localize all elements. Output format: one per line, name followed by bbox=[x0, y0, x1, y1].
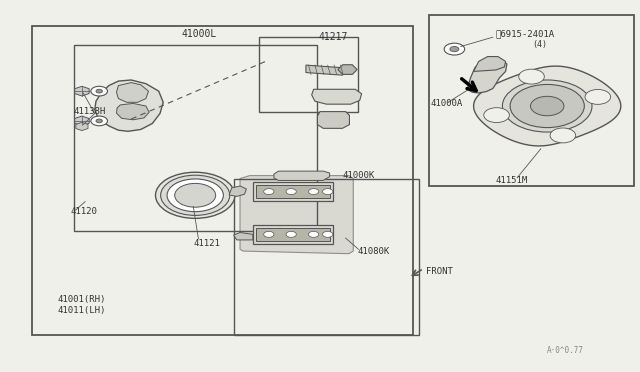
Circle shape bbox=[96, 119, 102, 123]
Polygon shape bbox=[76, 122, 88, 131]
Polygon shape bbox=[234, 232, 253, 240]
Circle shape bbox=[510, 84, 584, 128]
Text: 41001(RH): 41001(RH) bbox=[58, 295, 106, 304]
Circle shape bbox=[264, 231, 274, 237]
Polygon shape bbox=[75, 86, 89, 96]
Circle shape bbox=[519, 69, 545, 84]
Circle shape bbox=[308, 231, 319, 237]
Text: (4): (4) bbox=[532, 40, 547, 49]
Circle shape bbox=[484, 108, 509, 122]
Circle shape bbox=[167, 179, 223, 212]
Circle shape bbox=[96, 89, 102, 93]
Circle shape bbox=[585, 90, 611, 105]
Circle shape bbox=[161, 175, 230, 215]
Circle shape bbox=[286, 189, 296, 195]
Text: 41000K: 41000K bbox=[342, 171, 374, 180]
Text: 41000A: 41000A bbox=[430, 99, 462, 108]
Polygon shape bbox=[306, 65, 347, 75]
Polygon shape bbox=[256, 228, 330, 241]
Polygon shape bbox=[95, 80, 163, 131]
Circle shape bbox=[91, 86, 108, 96]
Polygon shape bbox=[467, 58, 507, 93]
Polygon shape bbox=[229, 186, 246, 196]
Circle shape bbox=[550, 128, 575, 143]
Polygon shape bbox=[116, 83, 148, 102]
Circle shape bbox=[175, 183, 216, 207]
Text: 41120: 41120 bbox=[70, 207, 97, 216]
Polygon shape bbox=[338, 65, 357, 74]
Polygon shape bbox=[253, 225, 333, 244]
Text: 41138H: 41138H bbox=[74, 107, 106, 116]
Text: 41000L: 41000L bbox=[181, 29, 216, 39]
Circle shape bbox=[308, 189, 319, 195]
Circle shape bbox=[156, 172, 235, 218]
Circle shape bbox=[502, 80, 592, 132]
Polygon shape bbox=[474, 66, 621, 146]
Polygon shape bbox=[312, 89, 362, 104]
Text: 41011(LH): 41011(LH) bbox=[58, 306, 106, 315]
Circle shape bbox=[286, 231, 296, 237]
Circle shape bbox=[323, 231, 333, 237]
Polygon shape bbox=[274, 171, 330, 180]
Text: FRONT: FRONT bbox=[426, 267, 452, 276]
Circle shape bbox=[531, 96, 564, 116]
Text: 41151M: 41151M bbox=[496, 176, 528, 185]
Text: 41080K: 41080K bbox=[357, 247, 389, 256]
Circle shape bbox=[450, 46, 459, 52]
Polygon shape bbox=[256, 185, 330, 198]
Polygon shape bbox=[253, 182, 333, 201]
Polygon shape bbox=[317, 112, 349, 128]
Circle shape bbox=[444, 43, 465, 55]
Text: 41217: 41217 bbox=[319, 32, 348, 42]
Polygon shape bbox=[240, 176, 353, 254]
Circle shape bbox=[323, 189, 333, 195]
Polygon shape bbox=[116, 103, 149, 120]
Text: ⓘ6915-2401A: ⓘ6915-2401A bbox=[496, 30, 555, 39]
Circle shape bbox=[264, 189, 274, 195]
Text: 41121: 41121 bbox=[193, 239, 220, 248]
Polygon shape bbox=[474, 57, 506, 71]
Circle shape bbox=[91, 116, 108, 126]
Polygon shape bbox=[75, 116, 89, 126]
Text: A·0^0.77: A·0^0.77 bbox=[547, 346, 584, 355]
